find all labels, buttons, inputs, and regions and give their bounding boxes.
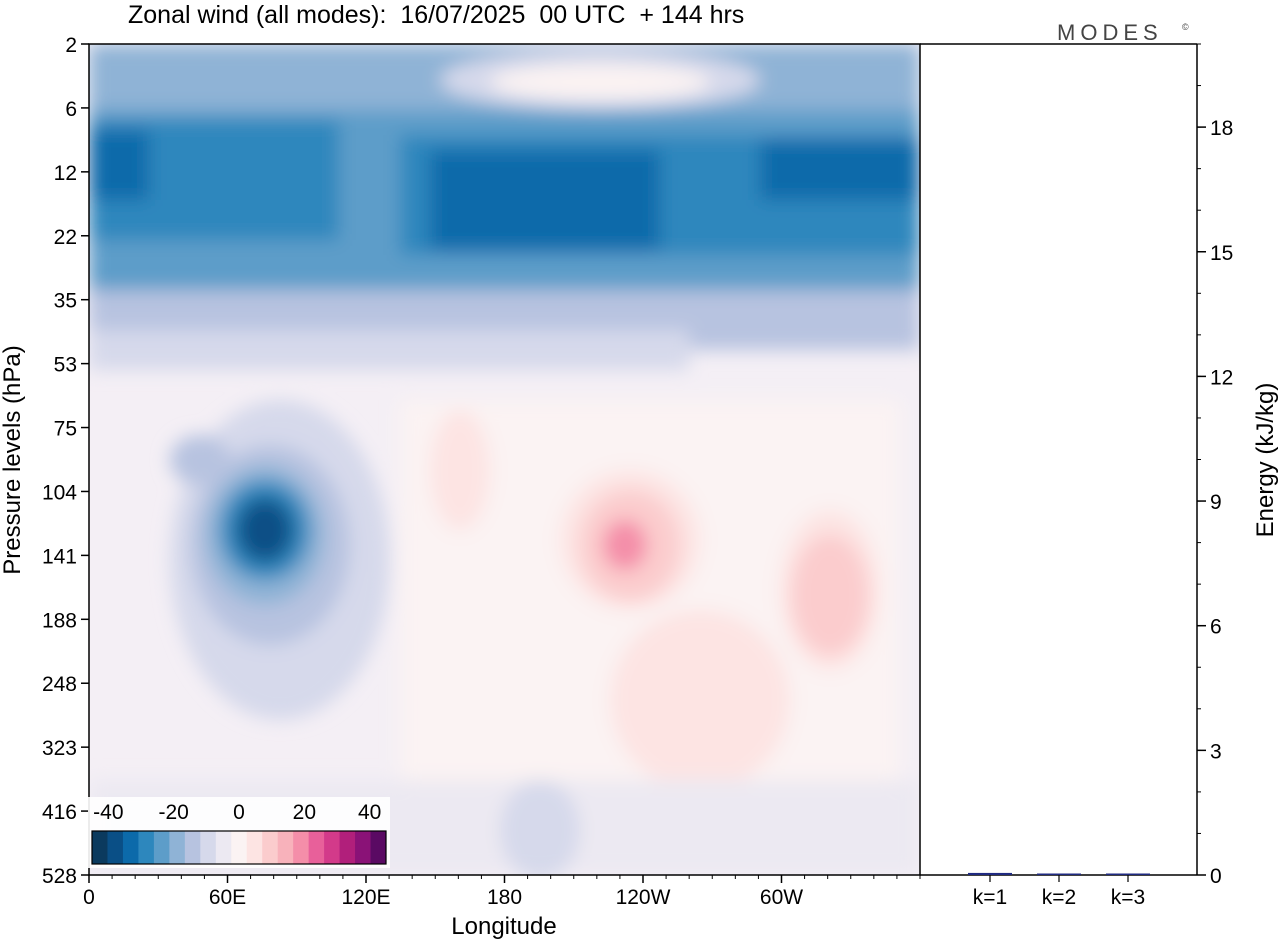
- colorbar-label: 20: [293, 801, 316, 824]
- x-tick-label: 60W: [760, 886, 803, 909]
- y-tick-label: 104: [42, 481, 77, 504]
- chart-title: Zonal wind (all modes): 16/07/2025 00 UT…: [128, 1, 745, 29]
- x-tick-label: 120W: [616, 886, 671, 909]
- energy-category-label: k=1: [973, 886, 1007, 909]
- colorbar-cell: [308, 831, 325, 864]
- colorbar-cell: [92, 831, 108, 864]
- colorbar-cell: [153, 831, 170, 864]
- y-tick-label: 6: [65, 98, 77, 121]
- colorbar-label: -40: [93, 801, 123, 824]
- energy-bar: [968, 872, 1012, 875]
- energy-category-label: k=2: [1042, 886, 1076, 909]
- colorbar-cell: [324, 831, 341, 864]
- energy-tick-label: 3: [1210, 740, 1222, 763]
- colorbar-cell: [355, 831, 372, 864]
- y-tick-label: 141: [42, 545, 77, 568]
- energy-axis-title: Energy (kJ/kg): [1252, 383, 1279, 538]
- energy-tick-label: 18: [1210, 117, 1233, 140]
- colorbar-cell: [277, 831, 294, 864]
- colorbar-cell: [293, 831, 310, 864]
- y-tick-label: 12: [54, 162, 77, 185]
- y-tick-label: 416: [42, 801, 77, 824]
- colorbar-cell: [169, 831, 186, 864]
- y-tick-label: 528: [42, 865, 77, 888]
- energy-tick-label: 15: [1210, 242, 1233, 265]
- energy-tick-label: 12: [1210, 366, 1233, 389]
- y-tick-label: 35: [54, 290, 77, 313]
- y-tick-label: 53: [54, 354, 77, 377]
- colorbar-cell: [107, 831, 124, 864]
- colorbar-frame: [91, 830, 387, 865]
- colorbar-label: -20: [158, 801, 188, 824]
- colorbar-label: 40: [358, 801, 381, 824]
- x-tick-label: 180: [487, 886, 522, 909]
- energy-bar: [1106, 873, 1150, 875]
- y-tick-label: 75: [54, 418, 77, 441]
- y-tick-label: 323: [42, 737, 77, 760]
- modes-logo: MODES: [1057, 20, 1163, 45]
- colorbar-cell: [138, 831, 155, 864]
- y-tick-label: 188: [42, 609, 77, 632]
- colorbar-label: 0: [233, 801, 245, 824]
- x-tick-label: 120E: [341, 886, 390, 909]
- colorbar-cell: [262, 831, 279, 864]
- energy-bar: [1037, 873, 1081, 875]
- colorbar-cell: [370, 831, 387, 864]
- y-tick-label: 2: [65, 34, 77, 57]
- x-tick-label: 0: [83, 886, 95, 909]
- copyright-mark: ©: [1182, 22, 1189, 32]
- energy-category-label: k=3: [1111, 886, 1145, 909]
- energy-tick-label: 0: [1210, 865, 1222, 888]
- colorbar-cell: [246, 831, 263, 864]
- colorbar-cell: [184, 831, 201, 864]
- colorbar-cell: [339, 831, 356, 864]
- energy-tick-label: 6: [1210, 616, 1222, 639]
- colorbar-cell: [231, 831, 248, 864]
- colorbar-cell: [215, 831, 232, 864]
- y-tick-label: 22: [54, 226, 77, 249]
- heatmap-field: [89, 44, 920, 875]
- x-tick-label: 60E: [209, 886, 246, 909]
- y-axis-title: Pressure levels (hPa): [0, 345, 26, 574]
- energy-tick-label: 9: [1210, 491, 1222, 514]
- y-tick-label: 248: [42, 673, 77, 696]
- colorbar-cell: [200, 831, 217, 864]
- colorbar-cell: [122, 831, 139, 864]
- x-axis-title: Longitude: [451, 913, 556, 940]
